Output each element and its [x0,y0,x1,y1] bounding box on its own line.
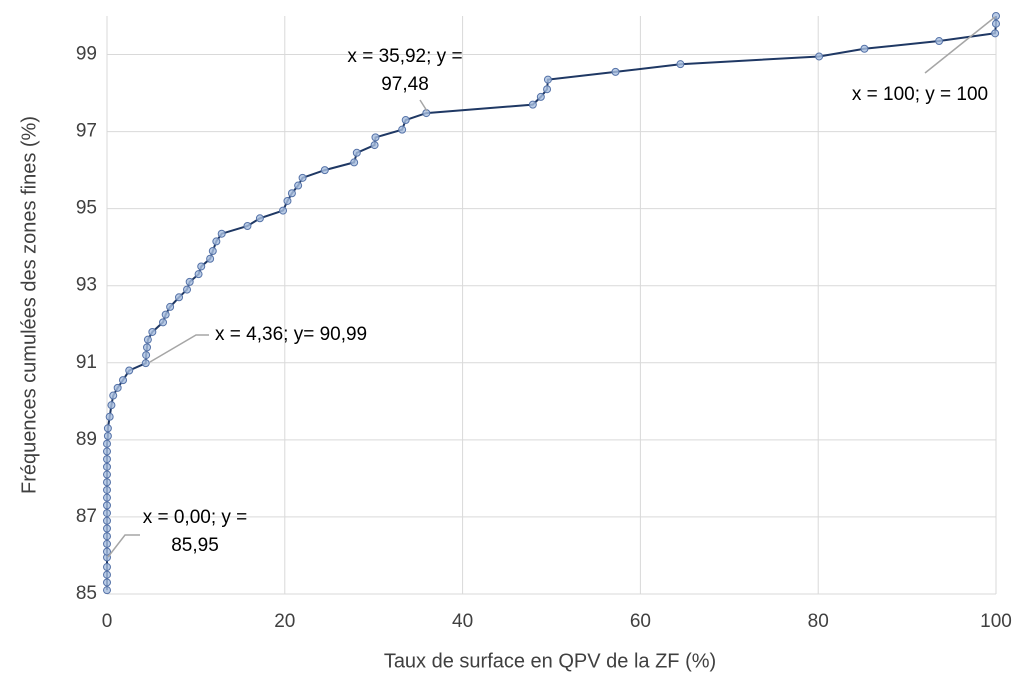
data-point [815,52,824,61]
data-point [255,214,264,223]
data-point [320,166,329,175]
data-point [935,37,944,46]
x-tick-label: 60 [630,611,651,632]
data-point [141,359,150,368]
data-point [217,229,226,238]
x-tick-label: 40 [452,611,473,632]
data-point [370,141,379,150]
data-point [294,181,303,190]
data-point [103,570,111,579]
data-point [103,424,112,433]
data-point [991,29,1000,38]
y-tick-label: 95 [76,198,97,219]
data-point [103,493,111,502]
data-point [161,310,170,319]
data-point [298,173,307,182]
data-point [401,116,410,125]
data-point [103,439,111,448]
data-point [103,578,111,587]
data-point [992,19,1000,28]
data-point [125,366,134,375]
data-point [105,412,114,421]
data-point [113,383,122,392]
data-point [212,237,221,246]
data-point [194,270,203,279]
data-point [197,262,206,271]
annotation: x = 4,36; y= 90,99 [215,324,367,345]
data-point [185,277,194,286]
data-point [103,455,111,464]
data-point [352,148,361,157]
data-point [543,75,552,84]
data-point [676,60,685,69]
data-point [107,401,116,410]
y-tick-label: 87 [76,506,97,527]
data-point [103,478,111,487]
data-point [611,67,620,76]
data-point [103,501,111,510]
data-point [103,539,111,548]
y-tick-label: 99 [76,44,97,65]
data-point [283,196,292,205]
data-point [371,133,380,142]
annotation: x = 100; y = 100 [852,84,988,105]
y-tick-label: 85 [76,583,97,604]
data-point [143,335,152,344]
data-point [109,391,118,400]
data-point [103,586,111,595]
y-axis-title: Fréquences cumulées des zones fines (%) [18,116,40,494]
data-point [166,302,175,311]
data-point [528,100,537,109]
y-tick-label: 97 [76,121,97,142]
x-axis-title: Taux de surface en QPV de la ZF (%) [384,650,716,672]
data-point [175,293,184,302]
leader-line [149,334,209,363]
data-point [148,327,157,336]
leader-line [107,534,140,558]
data-point [398,125,407,134]
data-point [536,92,545,101]
data-point [243,222,252,231]
data-point [183,285,192,294]
x-tick-label: 20 [274,611,295,632]
data-point [119,376,128,385]
data-point [103,432,112,441]
data-point [350,158,359,167]
data-point [103,485,111,494]
data-point [103,509,111,518]
annotation: 97,48 [381,74,429,95]
data-point [206,254,215,263]
x-tick-label: 80 [808,611,829,632]
annotation: 85,95 [171,535,219,556]
data-point [103,563,111,572]
data-point [103,547,111,556]
data-point [287,189,296,198]
data-point [543,85,552,94]
data-point [103,516,111,525]
data-point [103,470,111,479]
data-point [208,247,217,256]
data-point [103,462,111,471]
x-tick-label: 0 [102,611,113,632]
leader-line [924,16,996,74]
x-tick-label: 100 [980,611,1012,632]
data-point [103,447,111,456]
data-point [103,532,111,541]
annotation: x = 35,92; y = [347,46,462,67]
data-point [279,206,288,215]
data-point [103,524,111,533]
y-tick-label: 91 [76,352,97,373]
leader-line [419,99,428,112]
data-point [142,351,151,360]
data-point [159,318,168,327]
data-point [860,44,869,53]
y-tick-label: 93 [76,275,97,296]
y-tick-label: 89 [76,429,97,450]
annotation: x = 0,00; y = [143,507,248,528]
data-point [143,343,152,352]
